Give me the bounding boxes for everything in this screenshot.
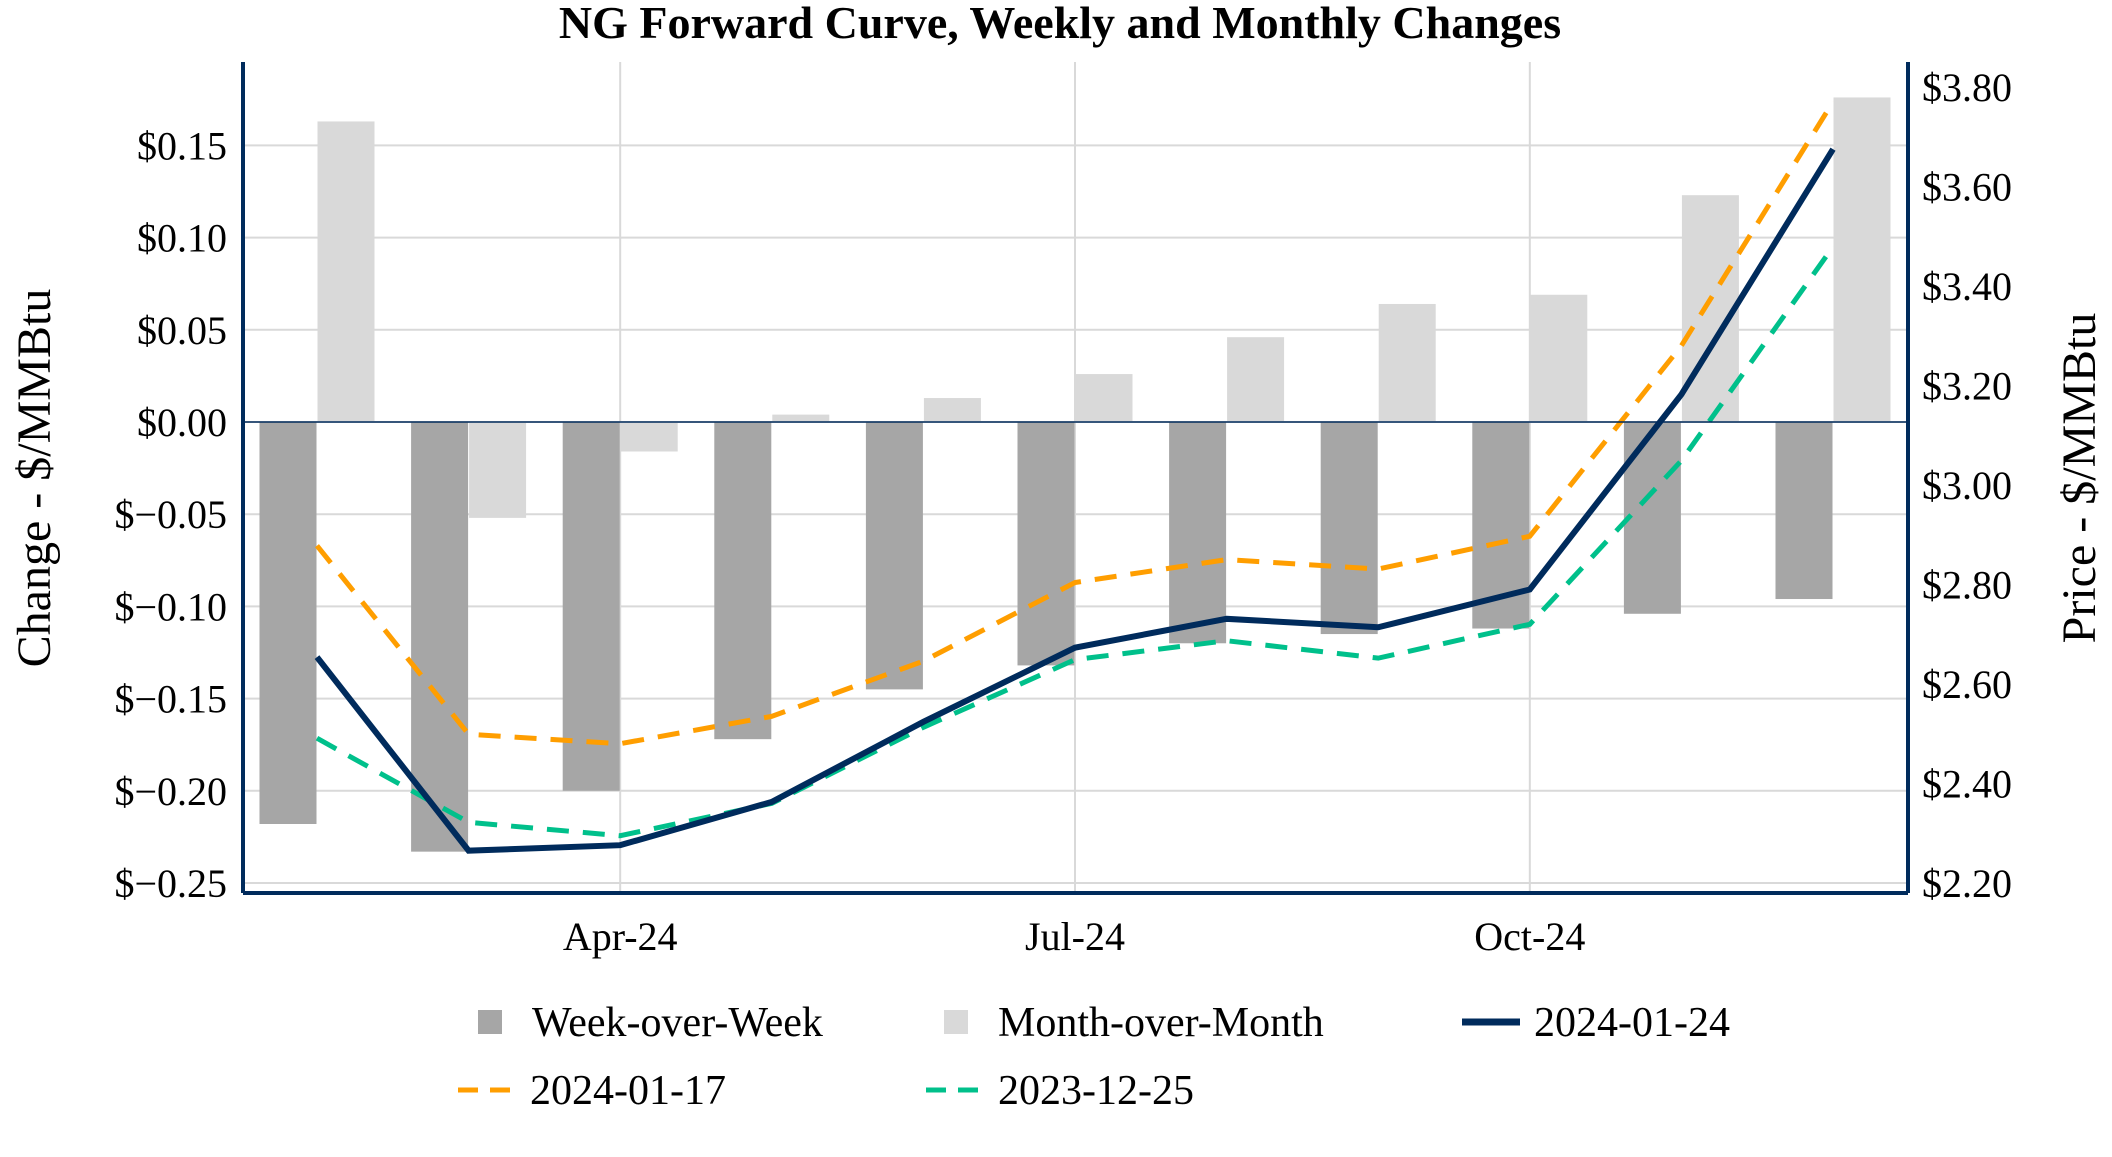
left-tick-label: $−0.25 (114, 861, 227, 906)
legend-label: Week-over-Week (532, 1000, 823, 1046)
x-tick-label: Jul-24 (1025, 914, 1125, 959)
right-tick-label: $2.20 (1922, 861, 2012, 906)
left-tick-label: $−0.10 (114, 584, 227, 629)
bar-month-over-month-feb-24 (318, 121, 375, 422)
legend: Week-over-Week Month-over-Month 2024-01-24… (458, 1000, 1730, 1114)
bar-month-over-month-aug-24 (1227, 337, 1284, 422)
bar-week-over-week-aug-24 (1169, 422, 1226, 643)
bar-week-over-week-dec-24 (1776, 422, 1833, 599)
chart-title: NG Forward Curve, Weekly and Monthly Cha… (559, 0, 1561, 48)
legend-label: 2024-01-17 (530, 1068, 726, 1114)
right-tick-label: $3.20 (1922, 364, 2012, 409)
left-tick-label: $0.00 (137, 400, 227, 445)
bar-month-over-month-apr-24 (621, 422, 678, 452)
left-tick-label: $−0.20 (114, 769, 227, 814)
bar-week-over-week-sep-24 (1321, 422, 1378, 634)
legend-label: 2023-12-25 (998, 1068, 1194, 1114)
legend-label: Month-over-Month (998, 1000, 1324, 1046)
bar-week-over-week-may-24 (714, 422, 771, 739)
bar-month-over-month-mar-24 (469, 422, 526, 518)
legend-swatch-Week-over-Week (478, 1010, 502, 1034)
right-tick-label: $3.80 (1922, 65, 2012, 110)
x-tick-label: Apr-24 (563, 914, 678, 959)
right-tick-label: $2.40 (1922, 762, 2012, 807)
right-tick-label: $2.60 (1922, 662, 2012, 707)
bar-week-over-week-apr-24 (563, 422, 620, 791)
bar-week-over-week-nov-24 (1624, 422, 1681, 614)
left-tick-label: $−0.05 (114, 492, 227, 537)
x-tick-label: Oct-24 (1474, 914, 1585, 959)
bar-month-over-month-oct-24 (1530, 295, 1587, 422)
legend-label: 2024-01-24 (1534, 1000, 1730, 1046)
left-tick-label: $0.15 (137, 123, 227, 168)
bar-month-over-month-jul-24 (1076, 374, 1133, 422)
left-tick-label: $0.05 (137, 308, 227, 353)
bar-week-over-week-jun-24 (866, 422, 923, 689)
left-tick-label: $−0.15 (114, 677, 227, 722)
legend-swatch-Month-over-Month (944, 1010, 968, 1034)
right-tick-label: $2.80 (1922, 563, 2012, 608)
bar-month-over-month-jun-24 (924, 398, 981, 422)
bar-month-over-month-may-24 (772, 415, 829, 422)
bar-month-over-month-sep-24 (1379, 304, 1436, 422)
bar-week-over-week-jul-24 (1018, 422, 1075, 665)
y-axis-label-right: Price - $/MMBtu (2053, 313, 2106, 644)
right-tick-label: $3.60 (1922, 165, 2012, 210)
left-tick-label: $0.10 (137, 216, 227, 261)
y-axis-label-left: Change - $/MMBtu (8, 289, 61, 668)
bar-week-over-week-feb-24 (260, 422, 317, 824)
right-tick-label: $3.00 (1922, 463, 2012, 508)
bar-month-over-month-dec-24 (1834, 97, 1891, 422)
right-tick-label: $3.40 (1922, 264, 2012, 309)
